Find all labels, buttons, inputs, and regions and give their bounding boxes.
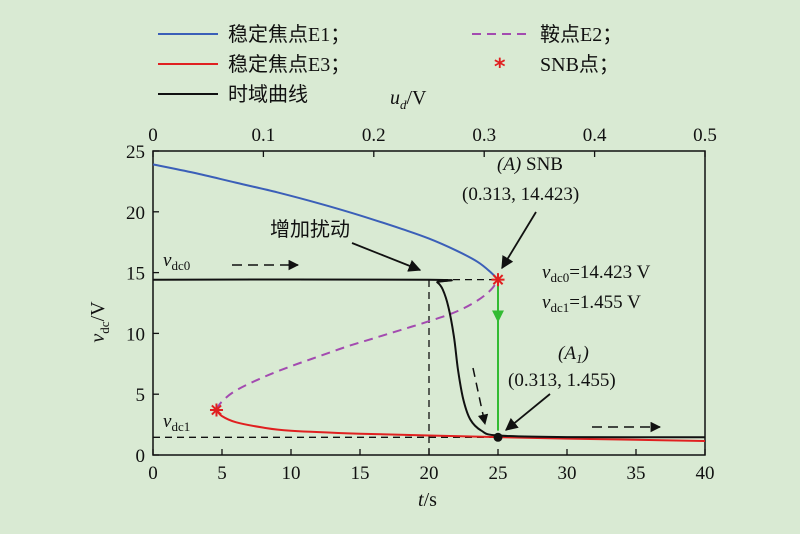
snb-star-marker [491,273,505,287]
x-tick-label: 15 [351,463,370,484]
snb-star-marker [209,403,223,417]
legend-label-e3: 稳定焦点E3； [228,53,350,76]
top-axis-sub: d [400,97,407,112]
y-axis-main: v [87,334,109,343]
x2-tick-label: 0.1 [252,125,276,146]
y-tick-label: 20 [126,203,145,224]
x-axis-main: t [418,489,424,511]
series-e3-line [215,409,706,442]
y-tick-label: 15 [126,264,145,285]
x-tick-label: 10 [282,463,301,484]
y-axis-unit: /V [87,301,109,322]
x-tick-label: 35 [627,463,646,484]
y-tick-label: 25 [126,142,145,163]
annotation-snb-coords: (0.313, 14.423) [462,184,579,205]
x2-tick-label: 0 [148,125,158,146]
legend-label-snb: SNB点； [540,53,619,76]
marker-layer [209,273,505,442]
y-axis-title-group: vdc/V [87,301,112,343]
arrow-dashed-down [472,367,489,426]
x-axis-title: t/s [418,489,437,511]
arrow-perturb [351,242,422,272]
y-axis-sub: dc [97,321,112,334]
x2-tick-label: 0.3 [472,125,496,146]
top-axis-title: ud/V [390,87,427,112]
legend-swatch-snb: * [494,55,506,80]
annotation-vdc1-value: vdc1=1.455 V [542,292,641,315]
x-tick-label: 5 [217,463,227,484]
arrow-a1 [505,393,551,431]
x-tick-label: 0 [148,463,158,484]
x-tick-label: 40 [696,463,715,484]
x2-tick-label: 0.2 [362,125,386,146]
x-tick-label: 25 [489,463,508,484]
series-time-line [152,278,706,439]
legend-label-e1: 稳定焦点E1； [228,23,350,46]
series-e1-line [152,163,499,281]
annotation-a1-coords: (0.313, 1.455) [508,370,616,391]
y-tick-label: 5 [136,385,146,406]
y-tick-label: 10 [126,324,145,345]
x2-tick-label: 0.4 [583,125,607,146]
tick-layer: 0 5 10 15 20 25 30 35 40 0 0.1 0.2 0.3 0.4 0.5 0 5 10 15 20… [126,125,717,484]
annotation-vdc0-value: vdc0=14.423 V [542,262,651,285]
top-axis-main: u [390,87,400,109]
legend: 稳定焦点E1； 鞍点E2； 稳定焦点E3； * SNB点； 时域曲线 [158,23,622,106]
annotation-snb-label: (A) SNB [497,154,563,175]
x-tick-label: 20 [420,463,439,484]
point-a1-marker [493,432,503,442]
x-tick-label: 30 [558,463,577,484]
legend-label-time: 时域曲线 [228,83,308,106]
y-tick-label: 0 [136,446,146,467]
annotation-a1-label: (A1) [558,343,589,366]
annotation-vdc0: vdc0 [163,250,190,273]
snb-star-ray [211,404,222,416]
x-axis-unit: /s [424,489,438,511]
annotation-perturb: 增加扰动 [270,218,350,241]
annotation-vdc1: vdc1 [163,411,190,434]
x2-tick-label: 0.5 [693,125,717,146]
legend-label-e2: 鞍点E2； [540,23,622,46]
y-axis-title: vdc/V [87,301,112,343]
arrow-snb [501,211,537,270]
top-axis-unit: /V [407,87,428,109]
series-layer [152,163,706,455]
snb-star-ray [492,274,504,285]
